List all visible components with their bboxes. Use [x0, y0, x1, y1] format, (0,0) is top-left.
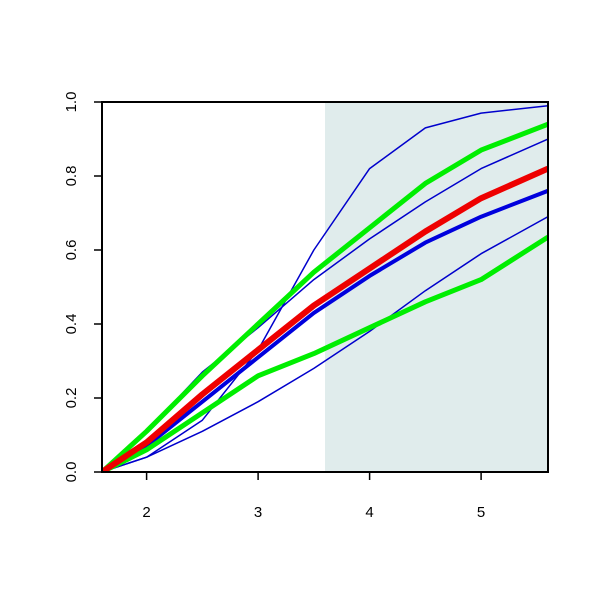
- line: [102, 121, 548, 472]
- plot-box: [101, 101, 549, 473]
- shaded-region: [325, 102, 548, 472]
- x-tick-label: 5: [477, 504, 485, 521]
- x-tick-label: 4: [365, 504, 373, 521]
- line: [102, 104, 548, 472]
- y-tick-label: 0.2: [63, 388, 80, 409]
- y-tick-label: 0.4: [63, 314, 80, 335]
- y-tick-label: 0.8: [63, 166, 80, 187]
- line: [102, 188, 548, 472]
- y-tick-label: 1.0: [63, 92, 80, 113]
- x-tick-label: 3: [254, 504, 262, 521]
- y-tick-label: 0.0: [63, 462, 80, 483]
- line: [102, 234, 548, 472]
- y-tick-label: 0.6: [63, 240, 80, 261]
- line: [102, 216, 548, 472]
- line: [102, 165, 548, 472]
- x-tick-label: 2: [142, 504, 150, 521]
